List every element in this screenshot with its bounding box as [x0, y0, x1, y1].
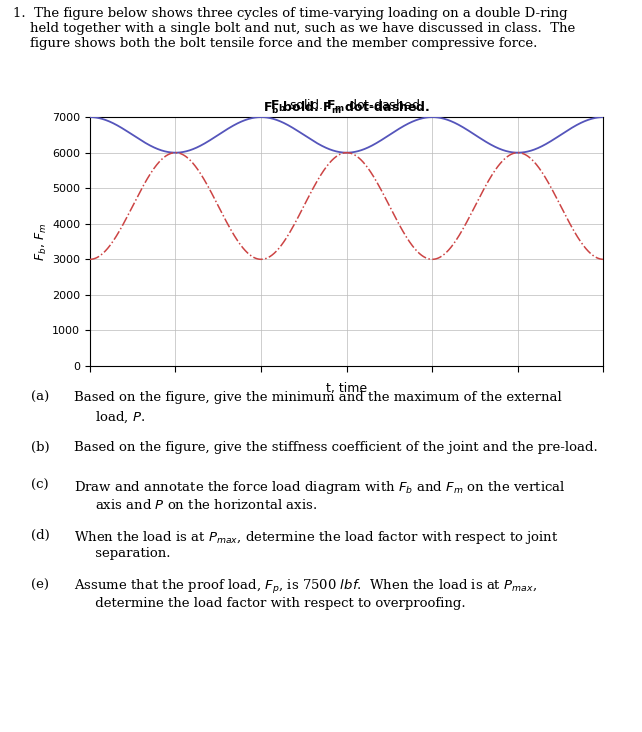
Text: determine the load factor with respect to overproofing.: determine the load factor with respect t…: [74, 597, 466, 610]
Text: $\mathbf{F_b}$ bold. $\mathbf{F_m}$ dot-dashed.: $\mathbf{F_b}$ bold. $\mathbf{F_m}$ dot-…: [263, 100, 430, 116]
Text: (e): (e): [31, 578, 49, 591]
Text: Assume that the proof load, $F_p$, is 7500 $lbf$.  When the load is at $P_{max}$: Assume that the proof load, $F_p$, is 75…: [74, 578, 537, 597]
Text: load, $P$.: load, $P$.: [74, 410, 146, 425]
Text: (c): (c): [31, 479, 49, 492]
Text: (a): (a): [31, 391, 49, 404]
Text: 1.  The figure below shows three cycles of time-varying loading on a double D-ri: 1. The figure below shows three cycles o…: [13, 7, 575, 51]
Title: $\bf{F_b}$ solid. $\bf{F_m}$ dot-dashed.: $\bf{F_b}$ solid. $\bf{F_m}$ dot-dashed.: [270, 98, 424, 114]
Text: Based on the figure, give the minimum and the maximum of the external: Based on the figure, give the minimum an…: [74, 391, 562, 404]
Text: axis and $P$ on the horizontal axis.: axis and $P$ on the horizontal axis.: [74, 498, 318, 512]
Text: Draw and annotate the force load diagram with $F_b$ and $F_m$ on the vertical: Draw and annotate the force load diagram…: [74, 479, 566, 496]
Text: Based on the figure, give the stiffness coefficient of the joint and the pre-loa: Based on the figure, give the stiffness …: [74, 441, 598, 454]
Text: separation.: separation.: [74, 548, 171, 561]
Y-axis label: $F_b$, $F_m$: $F_b$, $F_m$: [34, 223, 49, 261]
Text: (d): (d): [31, 529, 50, 542]
Text: (b): (b): [31, 441, 50, 454]
X-axis label: t, time: t, time: [326, 382, 367, 395]
Text: When the load is at $P_{max}$, determine the load factor with respect to joint: When the load is at $P_{max}$, determine…: [74, 529, 559, 545]
